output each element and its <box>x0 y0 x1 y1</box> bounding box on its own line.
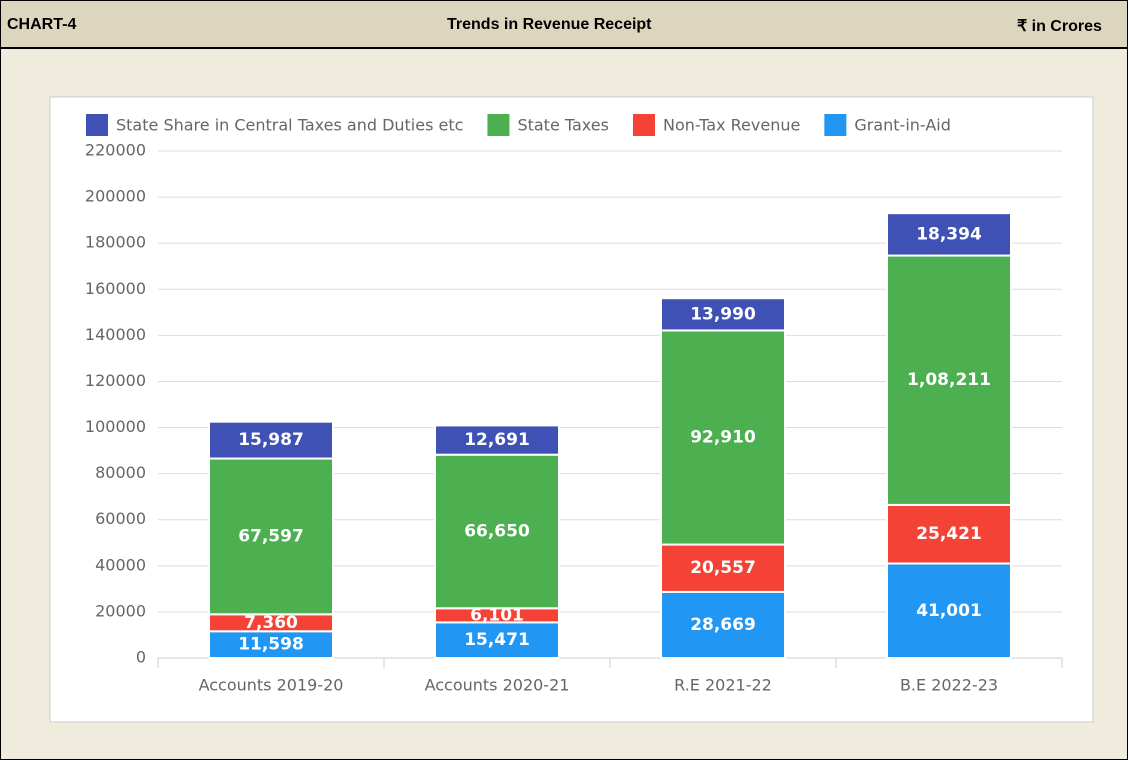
y-tick-label: 20000 <box>95 601 146 620</box>
data-label: 12,691 <box>464 430 530 450</box>
chart-title: Trends in Revenue Receipt <box>447 16 652 33</box>
data-label: 15,471 <box>464 630 530 650</box>
data-label: 41,001 <box>916 601 982 621</box>
bar-segment <box>434 424 560 456</box>
data-label: 13,990 <box>690 304 756 324</box>
bar-segment <box>886 503 1012 565</box>
data-label: 7,360 <box>244 613 298 633</box>
data-label: 25,421 <box>916 524 982 544</box>
data-label: 67,597 <box>238 526 304 546</box>
bar-segment <box>208 420 334 460</box>
legend-swatch <box>632 114 655 136</box>
bar-segment <box>434 621 560 659</box>
bar-segment <box>434 453 560 610</box>
data-label: 92,910 <box>690 427 756 447</box>
legend-label: State Taxes <box>517 116 609 135</box>
header-bar: CHART-4 Trends in Revenue Receipt ₹ in C… <box>1 1 1127 49</box>
bar-segment <box>208 457 334 616</box>
legend-swatch <box>824 114 847 136</box>
y-tick-label: 0 <box>136 648 146 667</box>
legend-label: Non-Tax Revenue <box>663 116 800 135</box>
data-label: 66,650 <box>464 521 530 541</box>
bar-segment <box>886 562 1012 660</box>
y-tick-label: 100000 <box>85 417 146 436</box>
y-tick-label: 200000 <box>85 187 146 206</box>
x-tick-label: Accounts 2020-21 <box>425 676 570 695</box>
bar-segment <box>660 297 786 332</box>
y-tick-label: 180000 <box>85 233 146 252</box>
y-tick-label: 160000 <box>85 279 146 298</box>
data-label: 6,101 <box>470 605 524 625</box>
y-tick-label: 220000 <box>85 141 146 160</box>
data-label: 18,394 <box>916 224 982 244</box>
legend-swatch <box>487 114 510 136</box>
chart-label: CHART-4 <box>7 16 77 33</box>
y-tick-label: 40000 <box>95 555 146 574</box>
unit-label: ₹ in Crores <box>1017 18 1102 35</box>
data-label: 15,987 <box>238 430 304 450</box>
y-tick-label: 60000 <box>95 509 146 528</box>
legend-swatch <box>86 114 108 136</box>
x-tick-label: Accounts 2019-20 <box>199 676 344 695</box>
data-label: 28,669 <box>690 615 756 635</box>
bar-segment <box>886 254 1012 506</box>
y-tick-label: 80000 <box>95 463 146 482</box>
bar-segment <box>886 212 1012 257</box>
data-label: 11,598 <box>238 635 304 655</box>
bar-segment <box>660 329 786 546</box>
x-tick-label: B.E 2022-23 <box>900 676 998 695</box>
y-tick-label: 120000 <box>85 371 146 390</box>
legend-label: State Share in Central Taxes and Duties … <box>116 116 463 135</box>
x-tick-label: R.E 2021-22 <box>674 676 772 695</box>
data-label: 20,557 <box>690 558 756 578</box>
legend-label: Grant-in-Aid <box>854 116 951 135</box>
y-tick-label: 140000 <box>85 325 146 344</box>
data-label: 1,08,211 <box>907 370 991 390</box>
